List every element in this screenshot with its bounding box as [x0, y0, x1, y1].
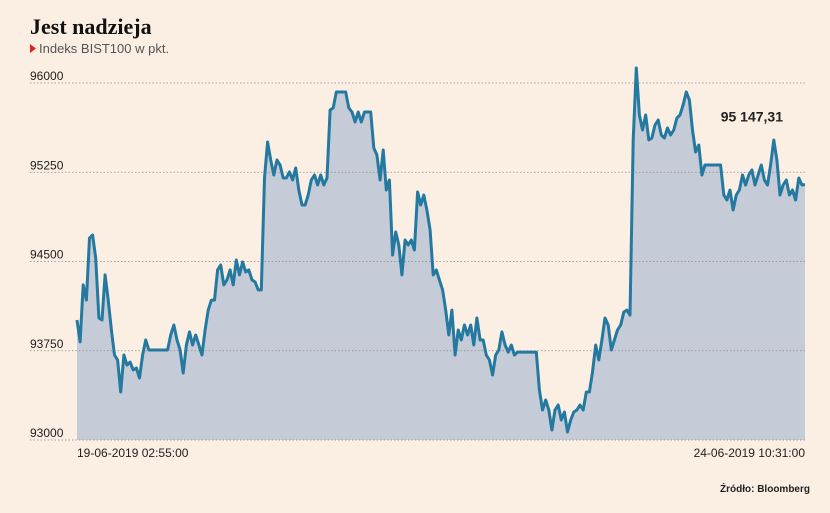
y-tick-label: 96000: [30, 69, 64, 83]
source: Źródło: Bloomberg: [720, 482, 810, 495]
chart-title: Jest nadzieja: [30, 14, 152, 39]
x-tick-label: 19-06-2019 02:55:00: [77, 446, 189, 460]
chart-subtitle: Indeks BIST100 w pkt.: [39, 41, 169, 56]
y-tick-label: 94500: [30, 248, 64, 262]
value-label: 95 147,31: [721, 108, 783, 124]
area-fill: [77, 68, 805, 440]
x-tick-label: 24-06-2019 10:31:00: [694, 446, 806, 460]
y-tick-label: 93750: [30, 337, 64, 351]
y-tick-label: 95250: [30, 158, 64, 172]
line: [75, 66, 806, 434]
subtitle-marker: [30, 44, 36, 53]
y-tick-label: 93000: [30, 426, 64, 440]
